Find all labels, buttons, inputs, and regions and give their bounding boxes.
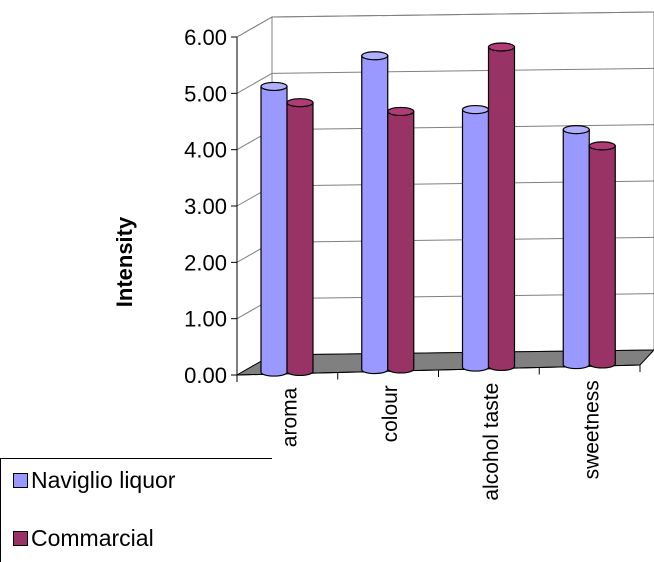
legend-label-commarcial: Commarcial — [31, 525, 154, 551]
y-tick-label: 1.00 — [184, 307, 227, 332]
bar-top — [286, 98, 314, 108]
bar-top — [387, 106, 415, 117]
category-labels: aroma colour alcohol taste sweetness — [278, 380, 603, 500]
legend-swatch-naviglio — [13, 473, 28, 488]
bar-top — [487, 42, 516, 52]
bar-commarcial-colour — [387, 106, 415, 374]
x-tick-label: colour — [379, 385, 402, 442]
legend-item-naviglio: Naviglio liquor — [13, 467, 175, 494]
legend-item-commarcial: Commarcial — [13, 525, 154, 552]
bar-body — [361, 55, 389, 375]
bar-naviglio-aroma — [260, 81, 288, 377]
y-tick-labels: 0.00 1.00 2.00 3.00 4.00 5.00 6.00 — [184, 25, 227, 388]
y-axis-label: Intensity — [112, 216, 137, 307]
x-tick-label: aroma — [278, 387, 301, 447]
x-tick-label: alcohol taste — [480, 383, 503, 501]
bar-naviglio-sweetness — [562, 125, 590, 370]
bar-body — [260, 85, 288, 377]
bar-body — [562, 129, 590, 370]
bar-top — [562, 125, 590, 135]
bar-commarcial-alcohol-taste — [487, 42, 516, 372]
bar-body — [487, 46, 516, 372]
gridline-back — [271, 67, 654, 74]
bar-top — [260, 81, 288, 92]
bar-naviglio-alcohol-taste — [461, 104, 490, 372]
gridline-side — [236, 72, 273, 94]
bars — [260, 42, 616, 377]
legend-swatch-commarcial — [13, 531, 28, 546]
bar-body — [588, 145, 616, 369]
bar-top — [361, 51, 389, 61]
bar-body — [461, 108, 490, 372]
y-tick-label: 3.00 — [184, 194, 227, 219]
y-tick-label: 4.00 — [184, 138, 227, 163]
bar-commarcial-aroma — [286, 98, 314, 377]
y-tick-label: 6.00 — [184, 25, 227, 50]
bar-commarcial-sweetness — [588, 141, 616, 369]
bar-top — [461, 104, 490, 115]
y-tick-label: 5.00 — [184, 81, 227, 106]
bar-naviglio-colour — [361, 51, 389, 375]
gridline-back — [271, 11, 654, 18]
y-tick-label: 0.00 — [184, 363, 227, 388]
bar-body — [387, 110, 415, 374]
legend: Naviglio liquor Commarcial — [0, 458, 272, 562]
bar-body — [286, 102, 314, 377]
y-tick-label: 2.00 — [184, 250, 227, 275]
x-tick-label: sweetness — [581, 380, 604, 479]
gridline-side — [236, 16, 273, 38]
legend-label-naviglio: Naviglio liquor — [31, 467, 176, 493]
bar-top — [588, 141, 616, 151]
